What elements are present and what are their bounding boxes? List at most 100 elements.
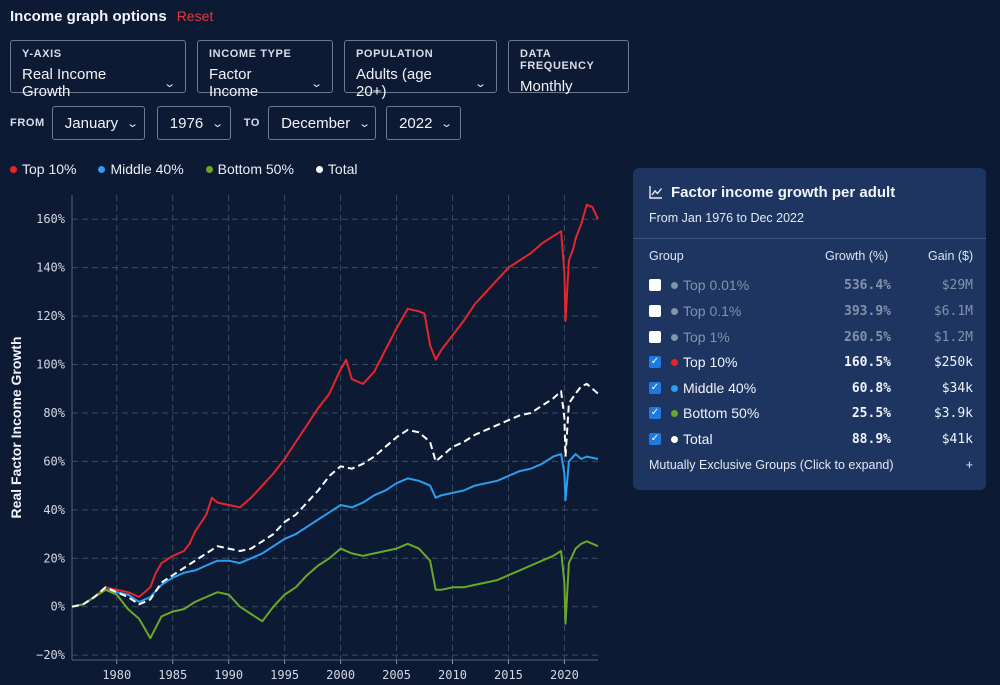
to-year-select[interactable]: 2022 ⌄ — [386, 106, 462, 140]
data-frequency-label: DATA FREQUENCY — [520, 48, 595, 72]
legend-label-middle-40: Middle 40% — [110, 161, 184, 177]
data-frequency-select[interactable]: DATA FREQUENCY Monthly — [508, 40, 629, 95]
income-type-value: Factor Income — [209, 66, 259, 100]
chart-series — [71, 203, 599, 640]
population-select[interactable]: POPULATION Adults (age 20+) ⌄ — [344, 40, 497, 100]
group-row-top-1[interactable]: Top 1% 260.5% $1.2M — [649, 326, 973, 348]
chart-legend: Top 10% Middle 40% Bottom 50% Total — [10, 161, 357, 177]
mutually-exclusive-label: Mutually Exclusive Groups (Click to expa… — [649, 458, 894, 472]
legend-item-total[interactable]: Total — [315, 161, 357, 177]
legend-dot-middle-40 — [98, 165, 106, 173]
mutually-exclusive-toggle[interactable]: Mutually Exclusive Groups (Click to expa… — [649, 458, 973, 472]
group-checkbox-top-10[interactable]: ✓ — [649, 356, 661, 368]
population-value: Adults (age 20+) — [356, 66, 432, 100]
group-dot-top-001 — [671, 281, 678, 289]
legend-dot-bottom-50 — [205, 165, 213, 173]
to-month-select[interactable]: December ⌄ — [268, 106, 377, 140]
x-tick-label: 2015 — [494, 668, 523, 682]
group-row-top-10[interactable]: ✓ Top 10% 160.5% $250k — [649, 351, 973, 373]
from-year-select[interactable]: 1976 ⌄ — [156, 106, 231, 140]
panel-title: Factor income growth per adult — [649, 184, 895, 201]
legend-dot-total — [315, 165, 323, 173]
y-axis-label: Y-AXIS — [22, 48, 62, 60]
options-header: Income graph options Reset — [10, 8, 213, 25]
legend-item-top-10[interactable]: Top 10% — [10, 161, 76, 177]
options-title: Income graph options — [10, 8, 167, 25]
col-group-header: Group — [649, 249, 684, 263]
to-label: TO — [243, 117, 261, 129]
panel-title-text: Factor income growth per adult — [671, 184, 896, 201]
panel-subtitle: From Jan 1976 to Dec 2022 — [649, 211, 804, 225]
gain-value-top-01: $6.1M — [933, 303, 973, 319]
series-line-middle-40 — [71, 453, 599, 608]
y-tick-label: 40% — [43, 503, 65, 517]
chevron-down-icon: ⌄ — [211, 117, 225, 130]
chart-axes: −20% 0% 20% 40% 60% 80% 100% 120% 140% 160% 1980 19… — [36, 195, 598, 682]
growth-value-middle-40: 60.8% — [851, 380, 891, 396]
group-checkbox-top-001[interactable] — [649, 279, 661, 291]
gain-value-top-1: $1.2M — [933, 329, 973, 345]
y-tick-label: 20% — [43, 551, 65, 565]
x-tick-label: 2020 — [550, 668, 579, 682]
group-checkbox-top-1[interactable] — [649, 331, 661, 343]
group-row-total[interactable]: ✓ Total 88.9% $41k — [649, 428, 973, 450]
x-tick-label: 1995 — [270, 668, 299, 682]
x-tick-label: 1990 — [214, 668, 243, 682]
group-row-top-01[interactable]: Top 0.1% 393.9% $6.1M — [649, 300, 973, 322]
col-gain-header: Gain ($) — [928, 249, 974, 263]
group-dot-middle-40 — [671, 384, 678, 392]
chevron-down-icon: ⌄ — [473, 77, 487, 90]
x-tick-label: 1980 — [102, 668, 131, 682]
group-dot-bottom-50 — [671, 409, 678, 417]
x-tick-label: 2005 — [382, 668, 411, 682]
group-row-top-001[interactable]: Top 0.01% 536.4% $29M — [649, 274, 973, 296]
y-tick-label: −20% — [36, 648, 66, 662]
chevron-down-icon: ⌄ — [162, 77, 176, 90]
growth-value-top-01: 393.9% — [844, 303, 891, 319]
growth-value-top-10: 160.5% — [844, 354, 891, 370]
income-type-label: INCOME TYPE — [209, 48, 292, 60]
chevron-down-icon: ⌄ — [126, 117, 140, 130]
group-dot-total — [671, 435, 678, 443]
from-month-select[interactable]: January ⌄ — [51, 106, 145, 140]
chevron-down-icon: ⌄ — [440, 117, 454, 130]
group-row-bottom-50[interactable]: ✓ Bottom 50% 25.5% $3.9k — [649, 402, 973, 424]
y-tick-label: 0% — [51, 600, 66, 614]
from-year-value: 1976 — [169, 114, 204, 132]
y-tick-label: 160% — [36, 212, 66, 226]
group-row-middle-40[interactable]: ✓ Middle 40% 60.8% $34k — [649, 377, 973, 399]
legend-item-bottom-50[interactable]: Bottom 50% — [205, 161, 294, 177]
group-checkbox-top-01[interactable] — [649, 305, 661, 317]
line-chart-icon — [649, 186, 663, 199]
group-name-top-01: Top 0.1% — [683, 303, 742, 319]
gain-value-bottom-50: $3.9k — [933, 405, 973, 421]
to-year-value: 2022 — [399, 114, 433, 132]
y-axis-select[interactable]: Y-AXIS Real Income Growth ⌄ — [10, 40, 186, 100]
group-name-middle-40: Middle 40% — [683, 380, 757, 396]
group-checkbox-middle-40[interactable]: ✓ — [649, 382, 661, 394]
income-growth-chart: −20% 0% 20% 40% 60% 80% 100% 120% 140% 160% 1980 19… — [8, 195, 599, 682]
income-type-select[interactable]: INCOME TYPE Factor Income ⌄ — [197, 40, 333, 100]
date-range: FROM January ⌄ 1976 ⌄ TO December ⌄ 2022 ⌄ — [10, 106, 462, 140]
y-axis-value: Real Income Growth — [22, 66, 107, 100]
population-label: POPULATION — [356, 48, 434, 60]
gain-value-middle-40: $34k — [941, 380, 973, 396]
y-tick-label: 80% — [43, 406, 65, 420]
col-growth-header: Growth (%) — [825, 249, 889, 263]
y-axis-title: Real Factor Income Growth — [8, 336, 24, 518]
legend-dot-top-10 — [10, 165, 17, 173]
data-frequency-value: Monthly — [520, 78, 573, 95]
growth-summary-panel: Factor income growth per adult From Jan … — [633, 168, 986, 490]
panel-divider — [633, 238, 986, 239]
x-tick-label: 2010 — [438, 668, 467, 682]
group-checkbox-bottom-50[interactable]: ✓ — [649, 407, 661, 419]
group-name-top-1: Top 1% — [683, 329, 730, 345]
x-tick-label: 1985 — [158, 668, 187, 682]
reset-link[interactable]: Reset — [176, 8, 214, 24]
x-tick-label: 2000 — [326, 668, 355, 682]
group-name-bottom-50: Bottom 50% — [683, 405, 760, 421]
legend-label-top-10: Top 10% — [22, 161, 77, 177]
group-checkbox-total[interactable]: ✓ — [649, 433, 661, 445]
legend-item-middle-40[interactable]: Middle 40% — [98, 161, 184, 177]
y-tick-label: 60% — [43, 454, 65, 468]
